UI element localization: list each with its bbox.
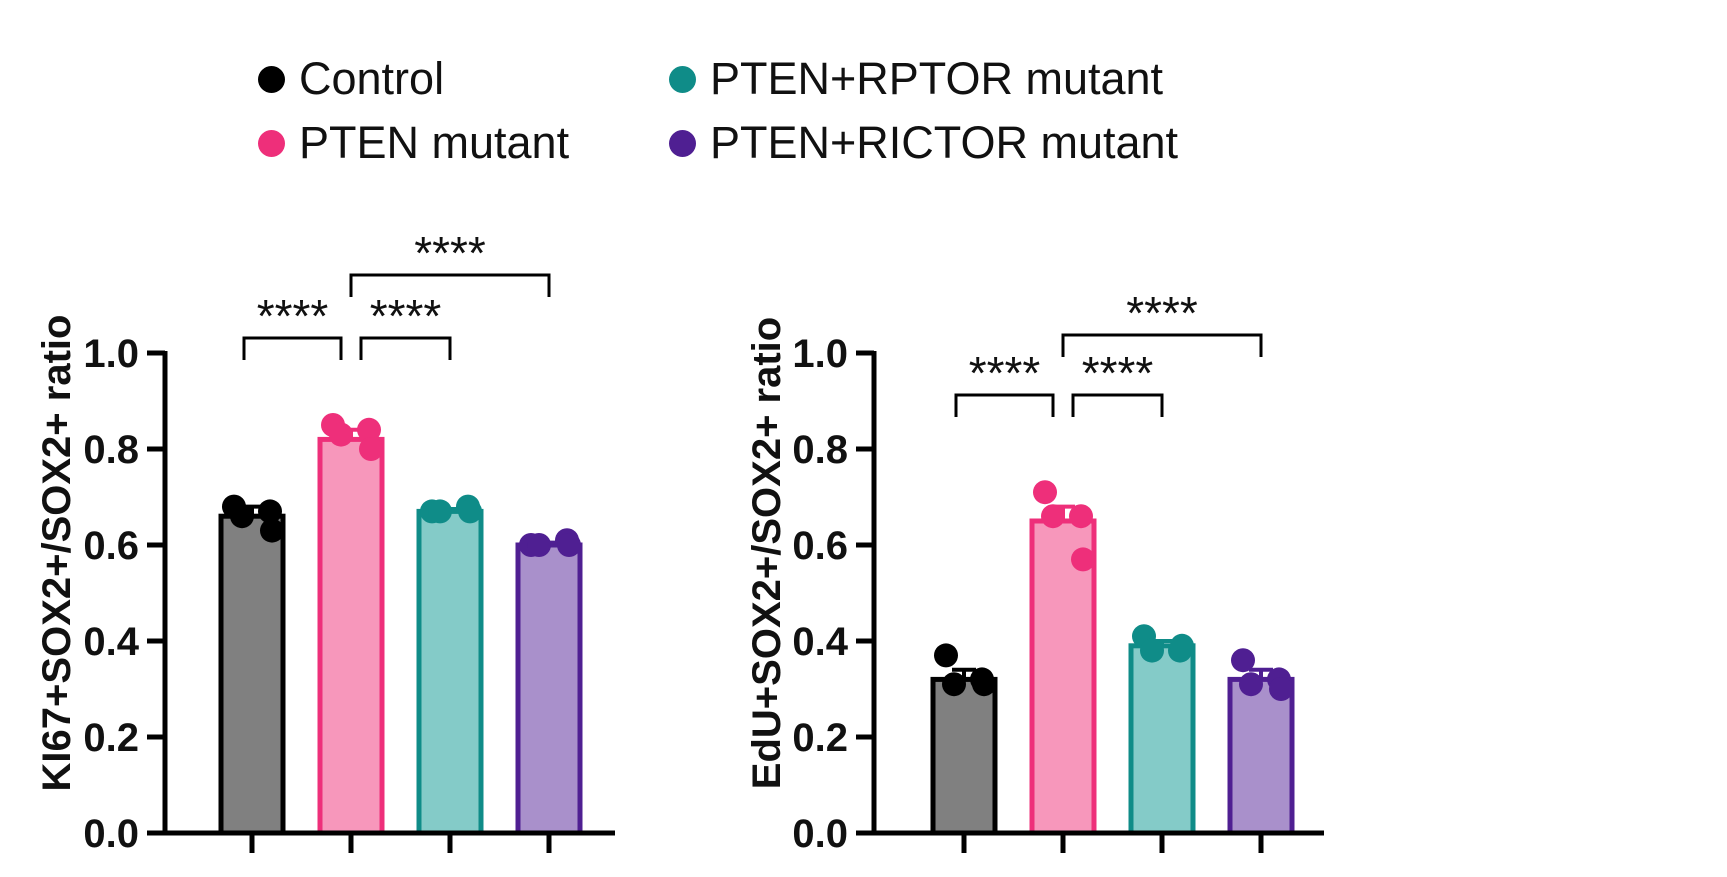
legend-marker-pten-rptor: [669, 65, 696, 93]
bar-0: [218, 513, 286, 836]
legend-item-pten: PTEN mutant: [258, 117, 569, 169]
y-tick-label: 1.0: [792, 332, 848, 376]
legend-marker-pten-rictor: [669, 129, 696, 157]
data-point-0: [934, 643, 958, 668]
y-tick-label: 0.4: [792, 620, 848, 664]
legend-label-control: Control: [299, 53, 445, 104]
bar-0: [930, 676, 998, 836]
data-point-1: [357, 417, 381, 442]
data-point-3: [1239, 672, 1263, 697]
y-tick-label: 0.8: [792, 428, 848, 472]
legend-label-pten-rptor: PTEN+RPTOR mutant: [710, 53, 1164, 104]
bar-2: [1128, 643, 1196, 836]
y-tick-label: 0.6: [83, 524, 139, 568]
significance-bracket: [1061, 333, 1263, 357]
y-axis-title: KI67+SOX2+/SOX2+ ratio: [35, 315, 79, 792]
significance-bracket: [1071, 393, 1164, 417]
data-point-1: [1069, 504, 1093, 529]
bar-2: [416, 508, 484, 836]
legend-item-control: Control: [258, 53, 444, 105]
data-point-2: [428, 499, 452, 524]
data-point-3: [527, 533, 551, 557]
y-tick-label: 0.2: [83, 716, 139, 760]
data-point-1: [359, 437, 383, 461]
legend-label-pten: PTEN mutant: [299, 117, 570, 168]
y-tick-label: 0.0: [83, 812, 139, 856]
legend-item-pten-rictor: PTEN+RICTOR mutant: [669, 117, 1178, 169]
data-point-3: [557, 533, 581, 557]
data-point-2: [1140, 638, 1164, 663]
significance-label: ****: [414, 227, 486, 279]
y-tick-label: 0.0: [792, 812, 848, 856]
significance-label: ****: [969, 347, 1041, 399]
legend-marker-control: [258, 65, 285, 93]
data-point-1: [1041, 504, 1065, 529]
data-point-0: [972, 672, 996, 697]
y-tick-label: 0.6: [792, 524, 848, 568]
data-point-2: [1170, 633, 1194, 658]
y-tick-label: 0.2: [792, 716, 848, 760]
data-point-1: [1071, 547, 1095, 572]
legend-label-pten-rictor: PTEN+RICTOR mutant: [710, 117, 1179, 168]
significance-label: ****: [1082, 347, 1154, 399]
bar-3: [1227, 676, 1295, 836]
data-point-3: [1231, 648, 1255, 673]
significance-label: ****: [370, 290, 442, 342]
legend-marker-pten: [258, 129, 285, 157]
y-axis-title: EdU+SOX2+/SOX2+ ratio: [745, 317, 789, 789]
significance-label: ****: [1126, 287, 1198, 339]
bar-1: [1029, 518, 1097, 836]
y-tick-label: 0.8: [83, 428, 139, 472]
data-point-1: [329, 422, 353, 447]
significance-bracket: [349, 273, 551, 297]
data-point-1: [1033, 480, 1057, 505]
data-point-0: [260, 518, 284, 543]
legend: Control PTEN mutant PTEN+RPTOR mutant PT…: [0, 0, 1727, 200]
data-point-0: [942, 672, 966, 697]
data-point-0: [258, 499, 282, 524]
bar-3: [515, 542, 583, 836]
data-point-2: [458, 499, 482, 524]
significance-bracket: [242, 336, 343, 360]
y-tick-label: 1.0: [83, 332, 139, 376]
significance-label: ****: [257, 290, 329, 342]
legend-item-pten-rptor: PTEN+RPTOR mutant: [669, 53, 1163, 105]
significance-bracket: [954, 393, 1055, 417]
y-tick-label: 0.4: [83, 620, 139, 664]
bar-1: [317, 436, 385, 836]
data-point-3: [1269, 677, 1293, 701]
data-point-0: [230, 504, 254, 529]
significance-bracket: [359, 336, 452, 360]
